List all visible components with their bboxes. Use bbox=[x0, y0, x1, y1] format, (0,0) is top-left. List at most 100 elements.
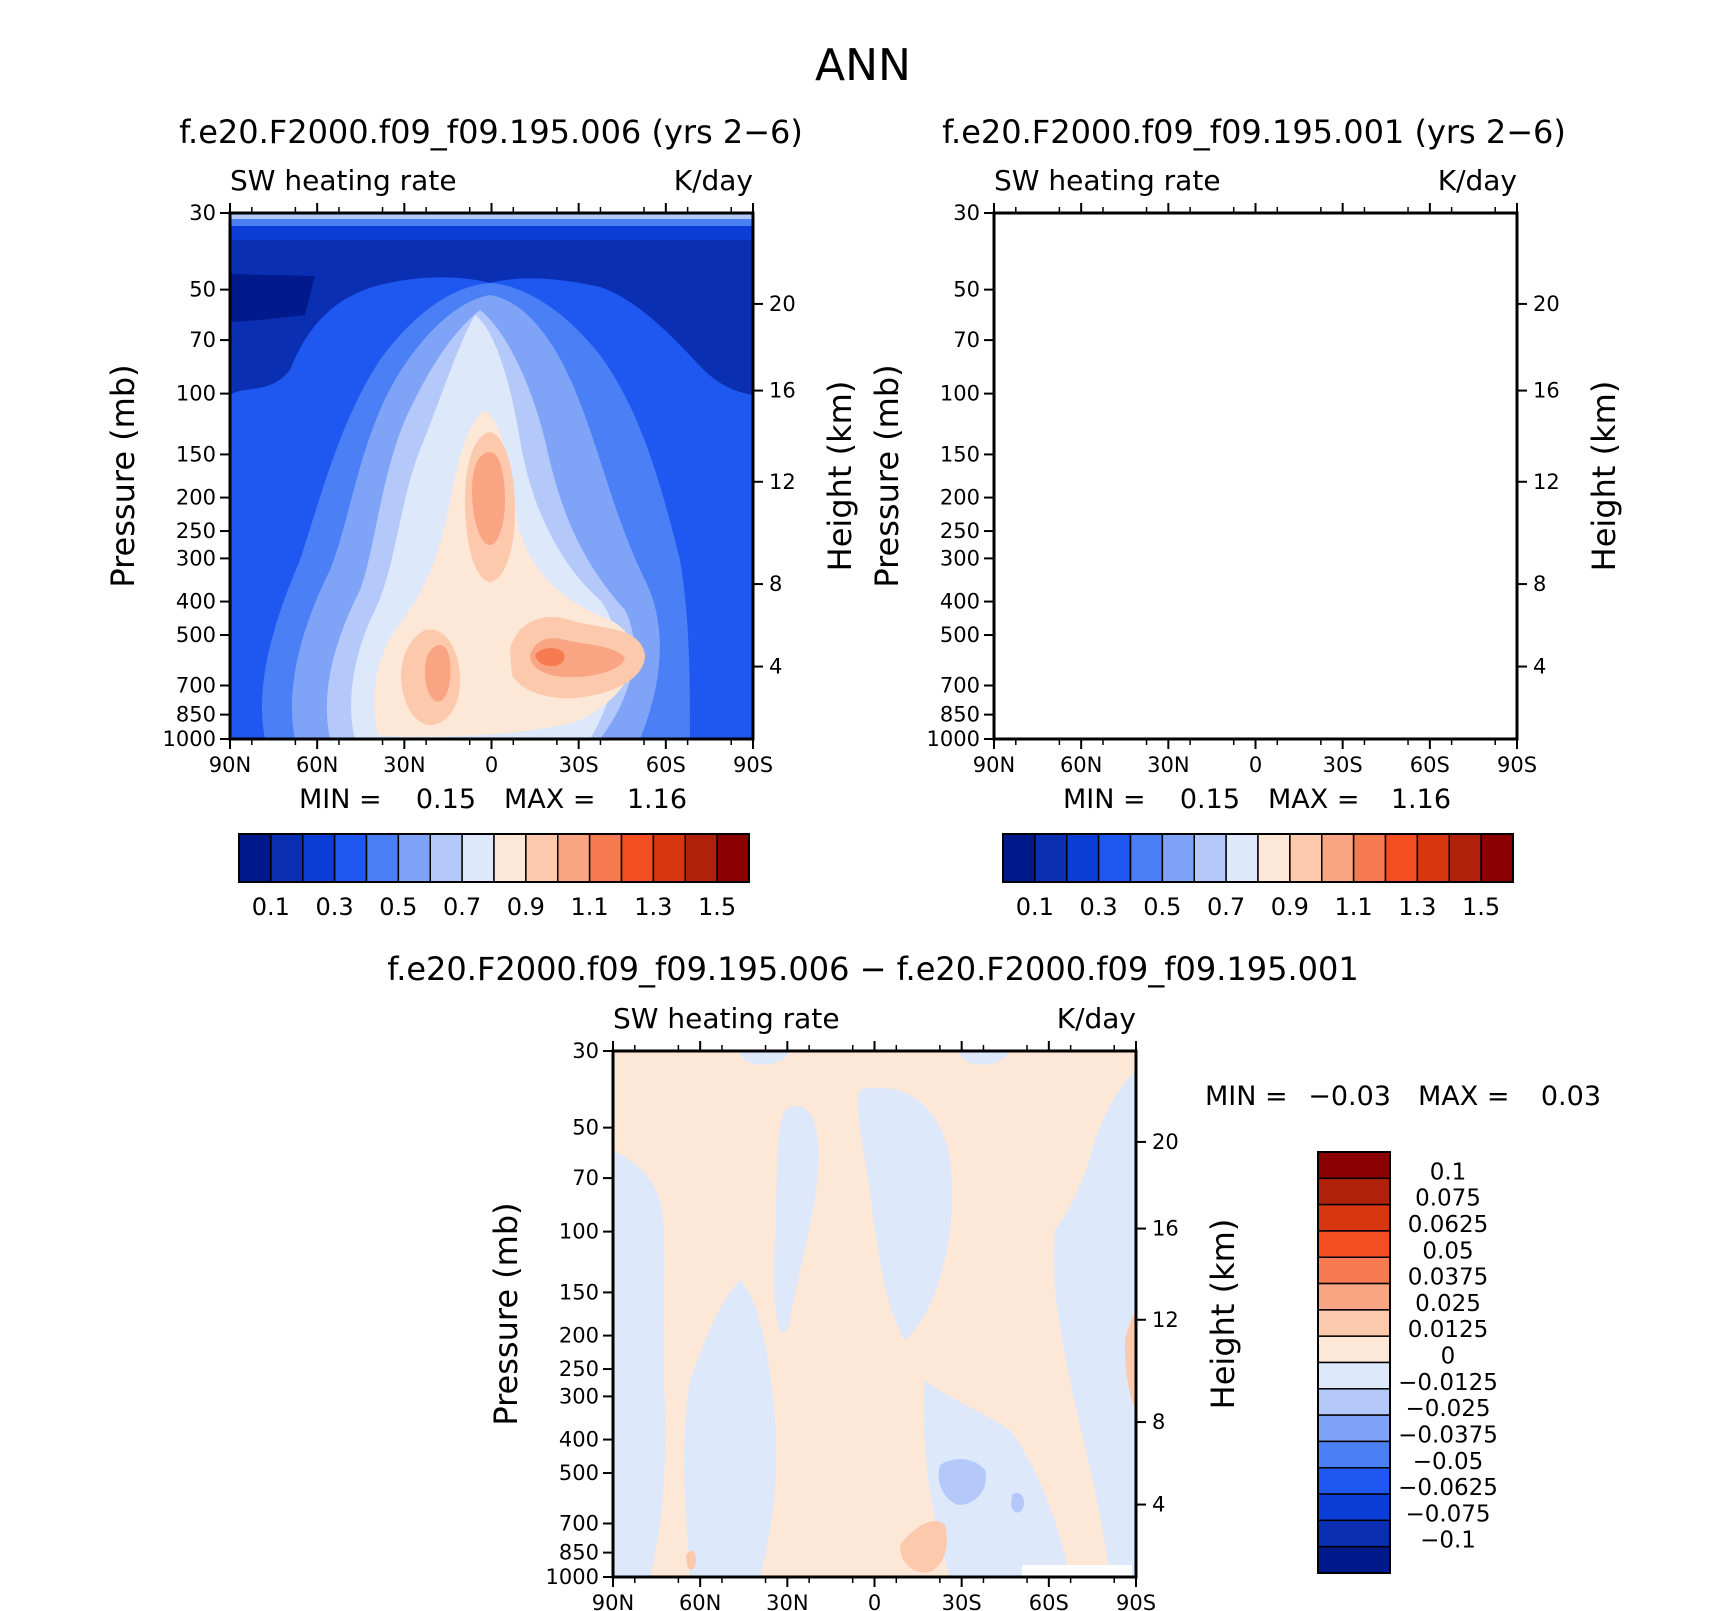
colorbar-swatch bbox=[1317, 1309, 1391, 1337]
colorbar-swatch bbox=[493, 833, 527, 883]
colorbar-swatch bbox=[238, 833, 272, 883]
colorbar-swatch bbox=[1317, 1545, 1391, 1574]
pressure-tick-label: 150 bbox=[176, 442, 216, 466]
variable-label: SW heating rate bbox=[613, 1002, 840, 1035]
negative-region-top bbox=[740, 1051, 790, 1065]
pressure-tick-label: 150 bbox=[559, 1280, 599, 1304]
colorbar-swatch bbox=[1225, 833, 1259, 883]
colorbar-swatch bbox=[1352, 833, 1387, 883]
colorbar-swatch bbox=[1317, 1361, 1391, 1390]
colorbar-label: 1.5 bbox=[698, 893, 736, 921]
pressure-tick-label: 100 bbox=[559, 1220, 599, 1244]
max-value: 0.03 bbox=[1541, 1081, 1601, 1112]
pressure-tick-label: 300 bbox=[559, 1384, 599, 1408]
colorbar-swatch bbox=[1317, 1282, 1391, 1311]
max-value: 1.16 bbox=[1391, 784, 1451, 815]
panel-title: f.e20.F2000.f09_f09.195.006 (yrs 2−6) bbox=[179, 113, 803, 151]
height-tick-label: 16 bbox=[1533, 379, 1560, 403]
colorbar-swatch bbox=[270, 833, 304, 883]
x-tick-label: 90N bbox=[973, 753, 1015, 777]
y-axis-label-right: Height (km) bbox=[1204, 1219, 1242, 1410]
colorbar-label: 1.3 bbox=[1398, 893, 1436, 921]
pressure-tick-label: 200 bbox=[176, 486, 216, 510]
band-1.1-north bbox=[1189, 645, 1215, 702]
x-tick-label: 30N bbox=[383, 753, 425, 777]
band-0.8 bbox=[1115, 315, 1380, 739]
height-tick-label: 12 bbox=[1533, 470, 1560, 494]
pressure-tick-label: 300 bbox=[940, 546, 980, 570]
min-value: 0.15 bbox=[416, 784, 476, 815]
colorbar-label: 0.0625 bbox=[1408, 1212, 1488, 1238]
colorbar-label: 0.0375 bbox=[1408, 1265, 1488, 1291]
band-1.2-south bbox=[535, 647, 565, 667]
colorbar-swatch bbox=[397, 833, 431, 883]
y-axis-label-left: Pressure (mb) bbox=[868, 364, 906, 587]
pressure-tick-label: 50 bbox=[953, 278, 980, 302]
colorbar-swatch bbox=[1317, 1467, 1391, 1495]
y-axis-right: 20 16 12 8 4 bbox=[1136, 1130, 1179, 1517]
height-tick-label: 12 bbox=[769, 470, 796, 494]
colorbar-frame bbox=[1002, 833, 1514, 883]
y-axis-label-right: Height (km) bbox=[1585, 381, 1623, 572]
pressure-tick-label: 1000 bbox=[546, 1565, 599, 1589]
pressure-tick-label: 500 bbox=[940, 623, 980, 647]
band-0.4 bbox=[994, 213, 1517, 739]
x-tick-label: 90S bbox=[1116, 1591, 1156, 1611]
colorbar-swatch bbox=[1257, 833, 1291, 883]
pressure-tick-label: 250 bbox=[940, 519, 980, 543]
colorbar-swatch bbox=[588, 833, 623, 883]
pressure-tick-label: 70 bbox=[189, 328, 216, 352]
x-tick-label: 60S bbox=[1410, 753, 1450, 777]
pressure-tick-label: 30 bbox=[953, 201, 980, 225]
pressure-tick-label: 70 bbox=[953, 328, 980, 352]
y-axis-label-left: Pressure (mb) bbox=[104, 364, 142, 587]
colorbar-swatch bbox=[684, 833, 718, 883]
x-tick-label: 90N bbox=[592, 1591, 634, 1611]
pressure-tick-label: 70 bbox=[572, 1166, 599, 1190]
colorbar-swatch bbox=[1317, 1493, 1391, 1522]
variable-label: SW heating rate bbox=[230, 164, 457, 197]
colorbar: 0.1 0.3 0.5 0.7 0.9 1.1 1.3 1.5 bbox=[1002, 833, 1514, 921]
pressure-tick-label: 850 bbox=[940, 703, 980, 727]
pressure-tick-label: 400 bbox=[559, 1428, 599, 1452]
pressure-tick-label: 200 bbox=[940, 486, 980, 510]
x-axis: 90N 60N 30N 0 30S 60S 90S bbox=[973, 203, 1537, 777]
colorbar-label: 0.3 bbox=[1080, 893, 1118, 921]
colorbar-swatch bbox=[1289, 833, 1323, 883]
band-0.0125-to-0.025-east bbox=[1124, 1310, 1136, 1410]
colorbar-swatch bbox=[1066, 833, 1100, 883]
colorbar-swatch bbox=[1416, 833, 1450, 883]
colorbar-swatch bbox=[1317, 1519, 1391, 1548]
band-0.6 bbox=[1056, 295, 1424, 739]
colorbar-swatch bbox=[1129, 833, 1164, 883]
colorbar-label: 1.1 bbox=[1335, 893, 1373, 921]
colorbar-swatch bbox=[1002, 833, 1036, 883]
pressure-tick-label: 50 bbox=[189, 278, 216, 302]
band-0.0125-to-0.025-west bbox=[686, 1550, 696, 1570]
colorbar-swatch bbox=[302, 833, 336, 883]
x-tick-label: 0 bbox=[485, 753, 498, 777]
band-0.5-cap bbox=[994, 216, 1517, 226]
variable-label: SW heating rate bbox=[994, 164, 1221, 197]
x-tick-label: 30N bbox=[1147, 753, 1189, 777]
pressure-tick-label: 500 bbox=[176, 623, 216, 647]
band-1.1-south bbox=[530, 638, 625, 678]
x-axis: 90N 60N 30N 0 30S 60S 90S bbox=[209, 203, 773, 777]
min-label: MIN = bbox=[299, 784, 382, 815]
max-value: 1.16 bbox=[627, 784, 687, 815]
colorbar-swatch bbox=[557, 833, 591, 883]
colorbar-label: −0.0625 bbox=[1398, 1475, 1498, 1501]
band-1.1-center bbox=[1236, 452, 1269, 545]
plot-frame bbox=[992, 211, 1519, 741]
height-tick-label: 16 bbox=[769, 379, 796, 403]
colorbar-swatch bbox=[1448, 833, 1482, 883]
colorbar-swatch bbox=[1317, 1151, 1391, 1180]
colorbar-frame bbox=[1317, 1151, 1391, 1574]
pressure-tick-label: 150 bbox=[940, 442, 980, 466]
y-axis-label-right: Height (km) bbox=[821, 381, 859, 572]
band-1.2-south bbox=[1299, 648, 1329, 666]
max-label: MAX = bbox=[1268, 784, 1359, 815]
x-tick-label: 60S bbox=[646, 753, 686, 777]
